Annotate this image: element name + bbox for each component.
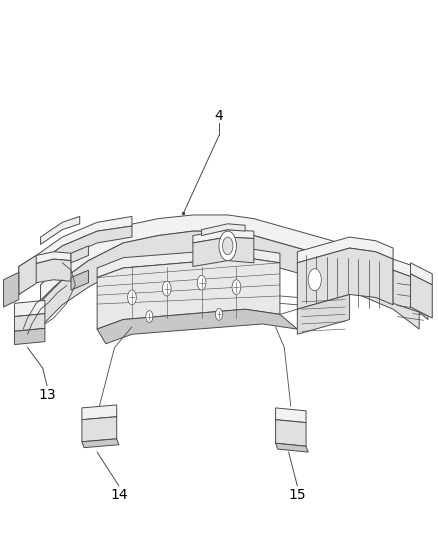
Polygon shape [193,230,254,243]
Polygon shape [14,301,45,317]
Polygon shape [410,263,432,285]
Circle shape [127,290,136,305]
Circle shape [146,311,153,322]
Polygon shape [297,295,350,334]
Polygon shape [14,328,45,344]
Polygon shape [41,231,419,329]
Polygon shape [19,259,71,295]
Polygon shape [276,408,306,423]
Polygon shape [297,237,393,263]
Polygon shape [393,270,428,319]
Polygon shape [410,274,432,318]
Polygon shape [97,257,280,329]
Circle shape [215,309,223,320]
Polygon shape [82,439,119,448]
Circle shape [308,269,321,291]
Text: 13: 13 [38,389,56,402]
Polygon shape [19,255,36,295]
Text: 4: 4 [215,109,223,123]
Polygon shape [297,248,393,309]
Polygon shape [97,248,280,278]
Text: 15: 15 [289,488,306,502]
Circle shape [223,237,233,255]
Polygon shape [14,313,45,332]
Circle shape [162,281,171,296]
Polygon shape [4,272,19,307]
Polygon shape [19,252,71,276]
Polygon shape [71,270,88,290]
Polygon shape [41,215,419,303]
Polygon shape [276,419,306,446]
Polygon shape [393,259,428,287]
Polygon shape [41,216,80,245]
Polygon shape [193,237,254,266]
Polygon shape [71,246,88,263]
Polygon shape [36,226,132,278]
Polygon shape [97,309,297,344]
Polygon shape [276,443,308,452]
Circle shape [219,231,237,261]
Circle shape [197,276,206,290]
Polygon shape [82,417,117,442]
Circle shape [232,280,241,295]
Polygon shape [82,405,117,419]
Text: 14: 14 [110,488,128,502]
Polygon shape [201,224,245,236]
Polygon shape [36,216,132,265]
